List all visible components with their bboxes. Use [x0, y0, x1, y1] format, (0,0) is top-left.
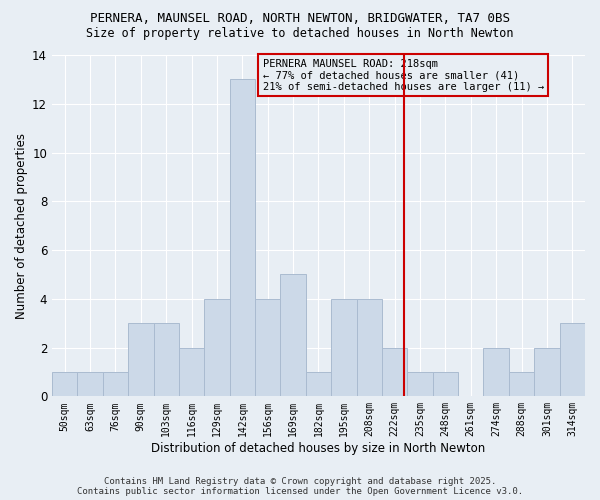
Y-axis label: Number of detached properties: Number of detached properties [15, 132, 28, 318]
Bar [509, 372, 534, 396]
Bar [356, 299, 382, 396]
Bar [534, 348, 560, 397]
Bar [407, 372, 433, 396]
Bar [484, 348, 509, 397]
Bar [433, 372, 458, 396]
Text: Size of property relative to detached houses in North Newton: Size of property relative to detached ho… [86, 28, 514, 40]
Text: PERNERA MAUNSEL ROAD: 218sqm
← 77% of detached houses are smaller (41)
21% of se: PERNERA MAUNSEL ROAD: 218sqm ← 77% of de… [263, 58, 544, 92]
Bar [154, 323, 179, 396]
Bar [306, 372, 331, 396]
Bar [382, 348, 407, 397]
Bar [179, 348, 204, 397]
Bar [77, 372, 103, 396]
Bar [230, 80, 255, 396]
Bar [280, 274, 306, 396]
Text: PERNERA, MAUNSEL ROAD, NORTH NEWTON, BRIDGWATER, TA7 0BS: PERNERA, MAUNSEL ROAD, NORTH NEWTON, BRI… [90, 12, 510, 26]
Bar [204, 299, 230, 396]
Bar [255, 299, 280, 396]
Bar [560, 323, 585, 396]
Bar [103, 372, 128, 396]
X-axis label: Distribution of detached houses by size in North Newton: Distribution of detached houses by size … [151, 442, 485, 455]
Text: Contains public sector information licensed under the Open Government Licence v3: Contains public sector information licen… [77, 487, 523, 496]
Bar [331, 299, 356, 396]
Text: Contains HM Land Registry data © Crown copyright and database right 2025.: Contains HM Land Registry data © Crown c… [104, 477, 496, 486]
Bar [52, 372, 77, 396]
Bar [128, 323, 154, 396]
